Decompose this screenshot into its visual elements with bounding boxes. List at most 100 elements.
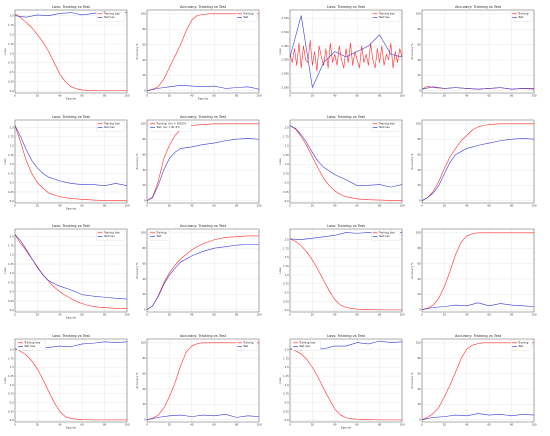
chart-panel-10: 0 20 40 60 80 100 0.0 0.25 0.5 0.75 1.0 1.25 1.5 1.75… <box>278 224 405 316</box>
y-tick-label: 0.5 <box>285 290 289 294</box>
series-line-test <box>14 125 128 186</box>
x-tick-label: 80 <box>235 203 239 207</box>
chart-title: Accuracy: Training vs Test <box>455 5 502 9</box>
x-tick-label: 80 <box>510 203 514 207</box>
legend-box <box>371 230 401 241</box>
x-tick-label: 100 <box>125 93 130 97</box>
x-tick-label: 60 <box>213 312 217 316</box>
y-tick-label: 1.25 <box>8 153 14 157</box>
x-axis-label: Epochs <box>198 97 209 101</box>
y-tick-label: 100 <box>416 122 421 126</box>
chart-panel-15: 0 20 40 60 80 100 0 20 40 60 80 100 Accuracy: Traini… <box>410 334 537 426</box>
y-tick-label: 60 <box>142 42 146 46</box>
x-axis-label: Epochs <box>66 426 77 430</box>
y-tick-label: 0.0 <box>285 308 289 312</box>
legend-entry: Training loss <box>379 122 396 126</box>
legend-entry: Test: Acc = 81.3% <box>156 125 180 129</box>
axes-frame <box>421 228 535 313</box>
legend-entry: Training loss <box>104 12 121 16</box>
axes-frame <box>14 119 128 204</box>
legend-box <box>371 121 401 132</box>
y-tick-label: 0.75 <box>8 61 14 65</box>
y-tick-label: 80 <box>417 27 421 31</box>
plot-area <box>147 339 259 422</box>
chart-title: Accuracy: Training vs Test <box>180 224 227 228</box>
x-tick-label: 20 <box>36 312 40 316</box>
y-tick-label: 0.0 <box>10 199 14 203</box>
axes-frame <box>14 228 128 313</box>
y-tick-label: 1.75 <box>8 244 14 248</box>
series-line-test <box>14 234 128 300</box>
x-tick-label: 60 <box>488 312 492 316</box>
x-tick-label: 20 <box>36 203 40 207</box>
y-tick-label: 1.0 <box>285 162 289 166</box>
x-axis-label: Epochs <box>66 316 77 320</box>
x-tick-label: 40 <box>58 422 62 426</box>
x-tick-label: 100 <box>257 203 262 207</box>
x-tick-label: 100 <box>400 203 405 207</box>
x-tick-label: 80 <box>235 312 239 316</box>
legend-box <box>148 121 192 132</box>
axes-frame <box>289 9 403 94</box>
x-tick-label: 0 <box>14 422 16 426</box>
y-tick-label: 0.5 <box>10 181 14 185</box>
x-tick-label: 80 <box>378 93 382 97</box>
x-tick-label: 60 <box>488 422 492 426</box>
y-tick-label: 0.5 <box>285 400 289 404</box>
x-tick-label: 20 <box>168 422 172 426</box>
chart-panel-5: 0 20 40 60 80 100 0 20 40 60 80 100 Accuracy: Traini… <box>135 115 262 207</box>
y-tick-label: 0.25 <box>8 409 14 413</box>
y-tick-label: 100 <box>141 122 146 126</box>
x-tick-label: 40 <box>333 422 337 426</box>
y-tick-label: 0.0 <box>285 418 289 422</box>
axes-frame <box>421 119 535 204</box>
plot-area <box>147 120 259 203</box>
y-tick-label: 0 <box>419 89 421 93</box>
x-tick-label: 20 <box>443 422 447 426</box>
y-tick-label: 1.0 <box>285 383 289 387</box>
x-tick-label: 60 <box>81 422 85 426</box>
y-tick-label: 100 <box>141 231 146 235</box>
x-tick-label: 40 <box>465 422 469 426</box>
y-tick-label: 20 <box>142 292 146 296</box>
chart-title: Loss: Training vs Test <box>52 115 90 119</box>
x-tick-label: 0 <box>146 93 148 97</box>
x-tick-label: 0 <box>146 312 148 316</box>
x-tick-label: 100 <box>257 422 262 426</box>
chart-panel-2: 0 20 40 60 80 100 2.290 2.295 2.300 2.305 2.310 2.3… <box>278 5 405 97</box>
x-tick-label: 40 <box>58 203 62 207</box>
x-tick-label: 80 <box>103 422 107 426</box>
y-tick-label: 80 <box>142 27 146 31</box>
series-line-train <box>14 125 128 202</box>
x-tick-label: 20 <box>36 422 40 426</box>
y-tick-label: 40 <box>142 58 146 62</box>
y-tick-label: 1.5 <box>10 253 14 257</box>
x-tick-label: 100 <box>532 93 537 97</box>
x-tick-label: 60 <box>356 93 360 97</box>
axes-frame <box>146 119 260 204</box>
legend-entry: Training <box>243 341 254 345</box>
y-tick-label: 0.0 <box>285 199 289 203</box>
axes-frame <box>14 338 128 423</box>
y-tick-label: 60 <box>142 152 146 156</box>
x-tick-label: 80 <box>378 312 382 316</box>
plot-area <box>147 229 259 312</box>
x-tick-label: 20 <box>311 93 315 97</box>
y-tick-label: 0 <box>144 89 146 93</box>
y-axis-label: Accuracy % <box>410 153 414 170</box>
chart-title: Loss: Training vs Test <box>327 334 365 338</box>
series-line-train <box>146 235 259 310</box>
y-tick-label: 1.5 <box>285 365 289 369</box>
x-tick-label: 0 <box>421 203 423 207</box>
x-tick-label: 80 <box>510 312 514 316</box>
plot-area <box>15 10 127 93</box>
y-axis-label: Loss <box>278 158 282 165</box>
legend-entry: Test loss <box>104 234 116 238</box>
y-axis-label: Accuracy % <box>410 372 414 389</box>
legend-entry: Test <box>243 15 248 19</box>
y-tick-label: 2.305 <box>281 44 289 48</box>
